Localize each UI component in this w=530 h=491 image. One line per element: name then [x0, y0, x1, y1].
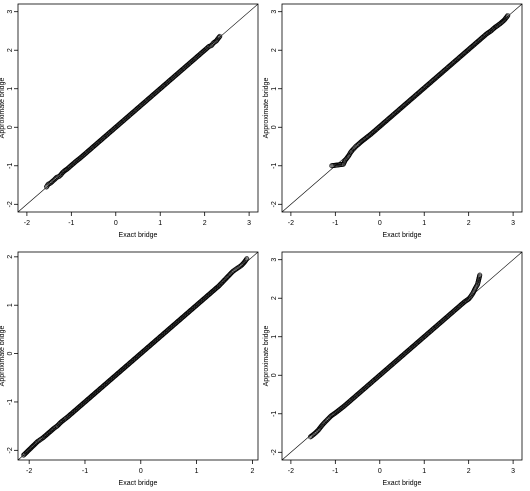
data-points — [329, 13, 511, 169]
plot-frame — [281, 3, 523, 213]
y-tick-label: -2 — [7, 201, 14, 207]
data-point — [51, 426, 57, 432]
data-point — [467, 294, 473, 300]
x-tick-label: -1 — [332, 220, 338, 227]
x-tick-label: 1 — [158, 220, 162, 227]
data-point — [504, 14, 510, 20]
y-axis-label: Approximate bridge — [0, 78, 6, 139]
data-point — [217, 33, 223, 39]
reference-line — [281, 3, 523, 213]
y-axis-label: Approximate bridge — [263, 326, 270, 387]
x-tick-label: -1 — [68, 220, 74, 227]
y-tick-label: 1 — [7, 87, 14, 91]
y-tick-label: -1 — [7, 399, 14, 405]
qq-panel-2: -2 -1 0 1 2 3 -2 -1 0 1 2 3 Exact bridge Approximate … — [263, 3, 523, 239]
x-tick-label: -2 — [24, 220, 30, 227]
plot-frame — [17, 251, 259, 461]
y-tick-label: 1 — [271, 87, 278, 91]
y-axis-label: Approximate bridge — [0, 326, 6, 387]
y-tick-label: -2 — [271, 449, 278, 455]
data-point — [205, 45, 211, 51]
y-tick-label: 0 — [7, 352, 14, 356]
y-tick-label: 2 — [271, 296, 278, 300]
y-tick-label: 0 — [271, 373, 278, 377]
x-tick-label: 1 — [422, 220, 426, 227]
qq-panel-1: -2 -1 0 1 2 3 -2 -1 0 1 2 3 Exact bridge Approximate … — [0, 3, 259, 239]
x-tick-label: 2 — [467, 468, 471, 475]
data-point — [504, 13, 510, 19]
data-point — [216, 34, 222, 40]
data-point — [505, 13, 511, 19]
x-tick-label: -2 — [288, 468, 294, 475]
y-tick-label: -1 — [271, 411, 278, 417]
y-tick-label: 3 — [271, 10, 278, 14]
x-axis-label: Exact bridge — [119, 480, 158, 487]
plot-frame — [17, 3, 259, 213]
qq-panel-4: -2 -1 0 1 2 3 -2 -1 0 1 2 3 Exact bridge Approximate … — [263, 251, 523, 487]
x-tick-label: 0 — [378, 468, 382, 475]
plot-frame — [281, 251, 523, 461]
x-tick-label: 0 — [114, 220, 118, 227]
y-tick-label: 3 — [7, 10, 14, 14]
y-tick-label: 0 — [271, 125, 278, 129]
x-tick-label: 0 — [139, 468, 143, 475]
x-tick-label: -2 — [26, 468, 32, 475]
data-points — [307, 272, 483, 440]
data-points — [43, 33, 223, 190]
x-axis-label: Exact bridge — [383, 480, 422, 487]
y-tick-label: 2 — [7, 255, 14, 259]
x-tick-label: -2 — [288, 220, 294, 227]
qq-panel-3: -2 -1 0 1 2 -2 -1 0 1 2 Exact bridge Approximate br… — [0, 251, 259, 487]
y-tick-label: 2 — [271, 48, 278, 52]
y-tick-label: -1 — [271, 163, 278, 169]
x-axis-label: Exact bridge — [383, 232, 422, 239]
data-point — [243, 257, 249, 263]
x-tick-label: 2 — [250, 468, 254, 475]
x-tick-label: -1 — [82, 468, 88, 475]
y-tick-label: 1 — [7, 303, 14, 307]
x-tick-label: 3 — [247, 220, 251, 227]
data-point — [345, 154, 350, 160]
y-axis-label: Approximate bridge — [263, 78, 270, 139]
y-tick-label: 0 — [7, 125, 14, 129]
y-tick-label: -2 — [7, 447, 14, 453]
data-points — [21, 256, 250, 458]
x-tick-label: 2 — [203, 220, 207, 227]
data-point — [244, 256, 250, 262]
y-tick-label: 1 — [271, 335, 278, 339]
y-tick-label: 2 — [7, 48, 14, 52]
x-tick-label: 1 — [195, 468, 199, 475]
data-point — [216, 35, 222, 41]
x-tick-label: 3 — [511, 468, 515, 475]
data-point — [243, 257, 249, 263]
y-tick-label: -1 — [7, 163, 14, 169]
x-tick-label: 3 — [511, 220, 515, 227]
data-point — [477, 272, 483, 278]
x-tick-label: 2 — [467, 220, 471, 227]
y-tick-label: 3 — [271, 258, 278, 262]
data-point — [352, 145, 358, 150]
y-tick-label: -2 — [271, 201, 278, 207]
x-tick-label: -1 — [332, 468, 338, 475]
x-tick-label: 1 — [422, 468, 426, 475]
x-axis-label: Exact bridge — [119, 232, 158, 239]
x-tick-label: 0 — [378, 220, 382, 227]
